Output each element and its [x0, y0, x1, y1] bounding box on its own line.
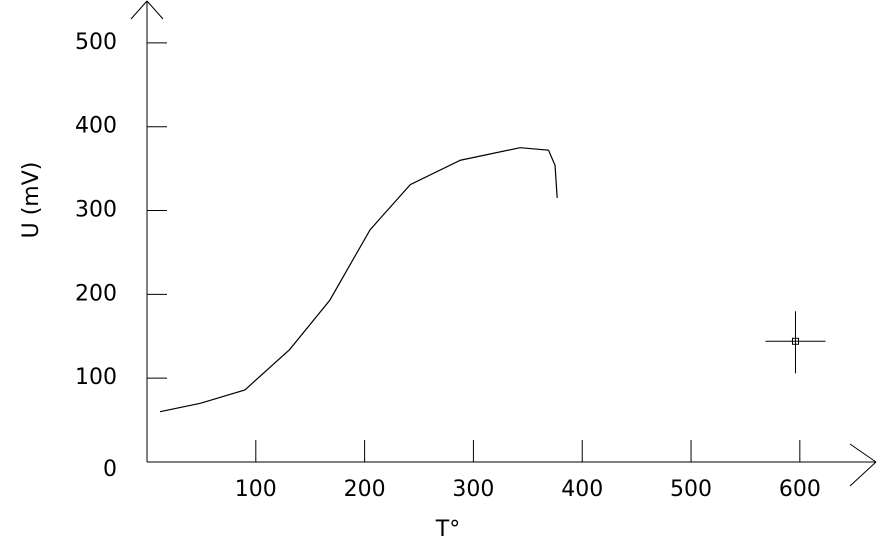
x-tick-label: 200 [344, 477, 386, 502]
y-tick-label: 100 [75, 365, 117, 390]
data-line [159, 147, 558, 413]
y-arrow [130, 0, 148, 20]
y-tick-label: 300 [75, 198, 117, 223]
y-tick-label: 400 [75, 114, 117, 139]
crosshair-marker [765, 311, 826, 374]
y-tick-label: 500 [75, 30, 117, 55]
y-tick-label: 200 [75, 281, 117, 306]
x-tick-label: 500 [670, 477, 712, 502]
y-tick-label: 0 [103, 457, 117, 482]
x-tick-label: 300 [452, 477, 494, 502]
x-arrow [849, 461, 877, 487]
x-arrow [849, 443, 877, 463]
x-tick-label: 100 [235, 477, 277, 502]
x-tick-label: 600 [779, 477, 821, 502]
x-tick-label: 400 [561, 477, 603, 502]
x-axis-label: T° [435, 517, 460, 542]
y-axis-label: U (mV) [19, 162, 44, 239]
crosshair-part [791, 337, 799, 345]
y-arrow [146, 0, 164, 20]
